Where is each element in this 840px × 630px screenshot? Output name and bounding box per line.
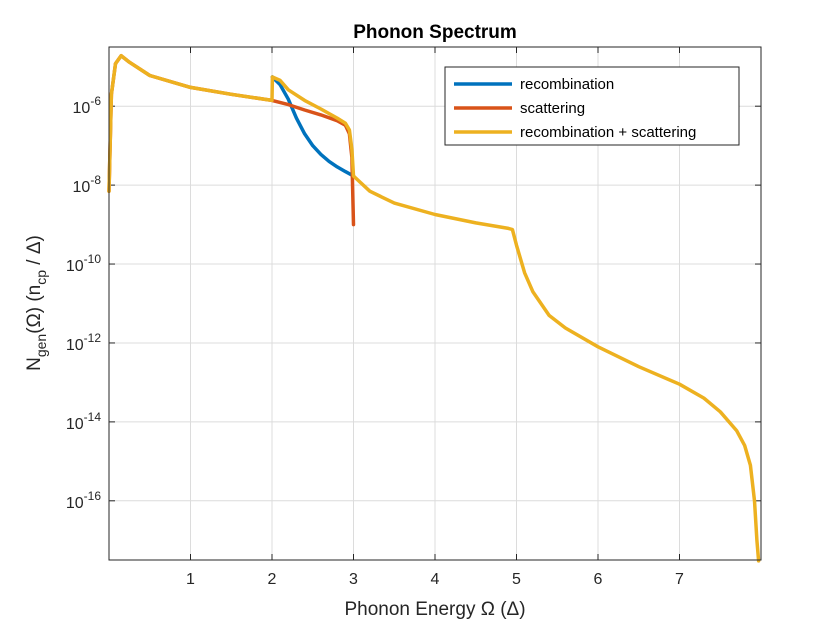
- chart-title: Phonon Spectrum: [353, 22, 517, 43]
- y-tick-exponent: -16: [84, 489, 102, 503]
- y-label-sub: gen: [33, 334, 49, 357]
- y-tick-label: 10-14: [66, 410, 101, 433]
- y-tick-exponent: -10: [84, 252, 102, 266]
- y-tick-base: 10: [66, 337, 84, 354]
- y-tick-exponent: -12: [84, 331, 102, 345]
- y-tick-label: 10-8: [73, 173, 102, 196]
- y-tick-base: 10: [66, 416, 84, 433]
- y-tick-label: 10-10: [66, 252, 101, 275]
- plot-frame: [108, 46, 762, 561]
- y-tick-base: 10: [73, 100, 91, 117]
- y-tick-label: 10-16: [66, 489, 101, 512]
- legend-label-recombination: recombination: [520, 76, 614, 93]
- y-tick-label: 10-6: [73, 94, 102, 117]
- x-tick-label: 6: [594, 571, 603, 588]
- y-label-mid: (Ω) (n: [24, 285, 45, 334]
- series-line-recombination: [270, 75, 356, 178]
- y-tick-exponent: -6: [90, 94, 101, 108]
- y-label-sub2: cp: [33, 270, 49, 285]
- y-tick-base: 10: [66, 258, 84, 275]
- y-tick-exponent: -14: [84, 410, 102, 424]
- y-label-main: N: [24, 357, 45, 371]
- x-tick-label: 3: [349, 571, 358, 588]
- y-tick-exponent: -8: [90, 173, 101, 187]
- legend-label-combined: recombination + scattering: [520, 124, 696, 141]
- y-tick-label: 10-12: [66, 331, 101, 354]
- series-line-recombination-scattering: [107, 53, 761, 563]
- y-label-end: / Δ): [24, 235, 45, 270]
- x-tick-label: 4: [431, 571, 440, 588]
- legend-label-scattering: scattering: [520, 100, 585, 117]
- x-tick-label: 1: [186, 571, 195, 588]
- x-tick-label: 2: [268, 571, 277, 588]
- y-tick-base: 10: [73, 179, 91, 196]
- x-tick-label: 7: [675, 571, 684, 588]
- x-axis-label: Phonon Energy Ω (Δ): [344, 599, 525, 620]
- x-tick-labels: 1 2 3 4 5 6 7: [186, 571, 684, 588]
- y-tick-base: 10: [66, 495, 84, 512]
- y-axis-label: Ngen(Ω) (ncp / Δ): [24, 235, 49, 371]
- x-tick-label: 5: [512, 571, 521, 588]
- legend: recombination scattering recombination +…: [444, 66, 740, 146]
- series-layer: [107, 53, 761, 563]
